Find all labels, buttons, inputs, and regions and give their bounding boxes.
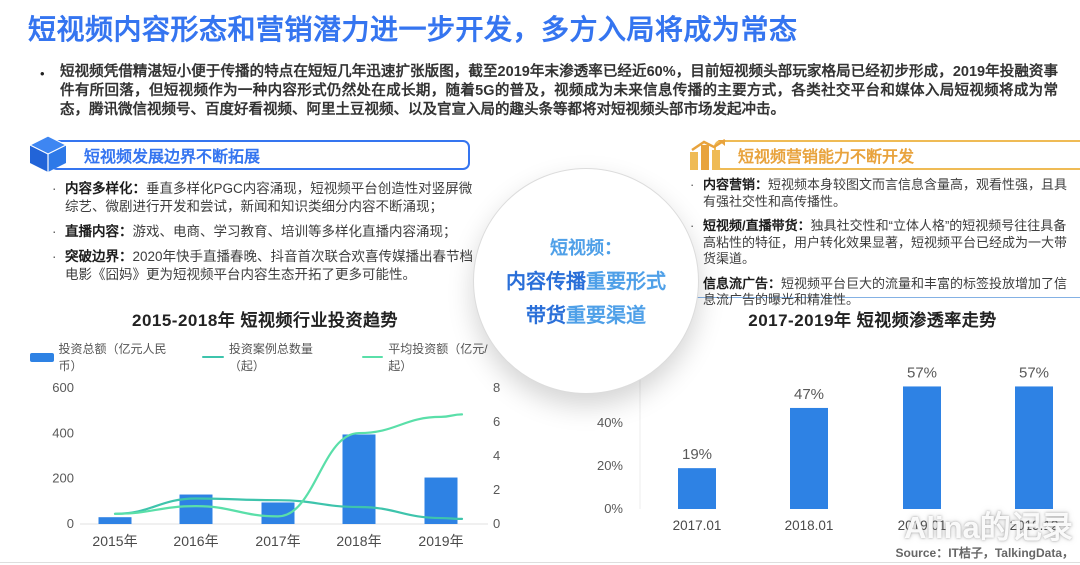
list-item: · 内容多样化：垂直多样化PGC内容涌现，短视频平台创造性对竖屏微综艺、微剧进行开… bbox=[52, 180, 484, 216]
center-callout-circle: 短视频： 内容传播重要形式 带货重要渠道 bbox=[473, 168, 699, 394]
left-axis-tick: 0 bbox=[67, 516, 74, 531]
bar-2018年 bbox=[342, 434, 376, 524]
callout-line3-bold: 带货 bbox=[526, 305, 566, 327]
wechat-icon bbox=[850, 499, 902, 549]
investment-trend-plot: 600 400 200 0 8 6 4 2 0 2015年 2016年 2017年 2018年 2019年 bbox=[52, 380, 500, 549]
right-axis-tick: 2 bbox=[493, 482, 500, 497]
bullet-dot: · bbox=[690, 218, 695, 233]
watermark-text: Alina的记录 bbox=[904, 509, 1073, 545]
item-text: 2020年快手直播春晚、抖音首次联合欢喜传媒播出春节档电影《囧妈》更为短视频平台… bbox=[65, 249, 474, 282]
right-axis-tick: 0 bbox=[493, 516, 500, 531]
y-axis-tick: 0% bbox=[604, 501, 623, 516]
callout-line2-bold: 内容传播 bbox=[506, 271, 586, 293]
x-axis-label: 2015年 bbox=[92, 533, 137, 549]
intro-bullet: • bbox=[40, 66, 45, 81]
left-axis-tick: 600 bbox=[52, 380, 74, 395]
list-item: · 内容营销：短视频本身较图文而言信息含量高，观看性强，且具有强社交性和高传播性。 bbox=[690, 177, 1078, 210]
bullet-dot: · bbox=[690, 177, 695, 192]
bar-2017年 bbox=[261, 502, 295, 524]
bar-2018.01 bbox=[790, 407, 828, 509]
bar-2017.01 bbox=[678, 468, 716, 509]
section-box-development: 短视频发展边界不断拓展 bbox=[50, 140, 470, 170]
item-text: 短视频本身较图文而言信息含量高，观看性强，且具有强社交性和高传播性。 bbox=[703, 177, 1068, 209]
legend-item: 投资总额（亿元人民币） bbox=[30, 340, 178, 374]
item-text: 垂直多样化PGC内容涌现，短视频平台创造性对竖屏微综艺、微剧进行开发和尝试，新闻… bbox=[65, 181, 473, 214]
callout-line3: 带货重要渠道 bbox=[526, 299, 646, 328]
item-label: 内容营销： bbox=[703, 177, 769, 192]
x-axis-label: 2018年 bbox=[336, 533, 381, 549]
item-label: 突破边界： bbox=[65, 249, 133, 264]
legend-label: 平均投资额（亿元/起） bbox=[388, 342, 488, 373]
source-note: Source：IT桔子，TalkingData， bbox=[895, 546, 1074, 560]
item-text: 短视频平台巨大的流量和丰富的标签投放增加了信息流广告的曝光和精准性。 bbox=[703, 275, 1068, 308]
bar-2015年 bbox=[98, 517, 132, 524]
line-series-1 bbox=[113, 497, 464, 520]
list-item: · 短视频/直播带货：独具社交性和“立体人格”的短视频号往往具备高粘性的特征，用户… bbox=[690, 218, 1078, 268]
item-label: 内容多样化： bbox=[65, 181, 146, 196]
right-axis-tick: 4 bbox=[493, 448, 500, 463]
legend-item: 投资案例总数量（起） bbox=[202, 340, 337, 374]
x-axis-label: 2016年 bbox=[173, 533, 218, 549]
page-bottom-divider bbox=[0, 562, 1080, 563]
item-text: 游戏、电商、学习教育、培训等多样化直播内容涌现； bbox=[132, 224, 457, 239]
bar-2019.01 bbox=[903, 386, 941, 509]
intro-paragraph: 短视频凭借精湛短小便于传播的特点在短短几年迅速扩张版图，截至2019年末渗透率已… bbox=[60, 64, 1058, 118]
bullet-dot: · bbox=[52, 224, 57, 239]
bullet-dot: · bbox=[52, 181, 57, 196]
chart-title: 2017-2019年 短视频渗透率走势 bbox=[748, 311, 997, 330]
section-header-marketing: 短视频营销能力不断开发 bbox=[738, 149, 915, 166]
y-axis-tick: 40% bbox=[597, 415, 623, 430]
investment-trend-chart: 2015-2018年 短视频行业投资趋势 投资总额（亿元人民币） 投资案例总数量（… bbox=[30, 306, 500, 561]
legend-bar-swatch bbox=[30, 352, 54, 362]
legend-line-swatch bbox=[361, 355, 384, 359]
section-divider bbox=[660, 297, 1080, 298]
bar-2019.12 bbox=[1015, 386, 1053, 509]
right-axis-tick: 6 bbox=[493, 414, 500, 429]
bar-value-label: 57% bbox=[1019, 364, 1049, 381]
x-axis-label: 2019.12 bbox=[1010, 518, 1059, 533]
callout-line3-rest: 重要渠道 bbox=[566, 305, 646, 327]
chart-title: 2015-2018年 短视频行业投资趋势 bbox=[131, 311, 399, 330]
item-label: 短视频/直播带货： bbox=[703, 218, 811, 233]
callout-line2: 内容传播重要形式 bbox=[506, 265, 666, 294]
marketing-bullet-list: · 内容营销：短视频本身较图文而言信息含量高，观看性强，且具有强社交性和高传播性。… bbox=[690, 177, 1078, 317]
callout-line1: 短视频： bbox=[550, 238, 622, 258]
y-axis-tick: 20% bbox=[597, 458, 623, 473]
cube-icon bbox=[26, 134, 70, 179]
x-axis-label: 2019年 bbox=[418, 533, 463, 549]
bar-value-label: 19% bbox=[682, 446, 712, 463]
legend-line-swatch bbox=[202, 355, 224, 359]
left-axis-tick: 200 bbox=[52, 471, 74, 486]
bullet-dot: · bbox=[52, 249, 57, 264]
page-title: 短视频内容形态和营销潜力进一步开发，多方入局将成为常态 bbox=[28, 14, 798, 45]
list-item: · 直播内容：游戏、电商、学习教育、培训等多样化直播内容涌现； bbox=[52, 223, 484, 241]
bar-value-label: 47% bbox=[794, 386, 824, 403]
left-axis-tick: 400 bbox=[52, 425, 74, 440]
section-header-development: 短视频发展边界不断拓展 bbox=[84, 149, 261, 166]
development-bullet-list: · 内容多样化：垂直多样化PGC内容涌现，短视频平台创造性对竖屏微综艺、微剧进行开… bbox=[52, 180, 484, 291]
line-series-2 bbox=[113, 413, 464, 518]
list-item: · 突破边界：2020年快手直播春晚、抖音首次联合欢喜传媒播出春节档电影《囧妈》更… bbox=[52, 248, 484, 284]
legend-item: 平均投资额（亿元/起） bbox=[361, 340, 500, 374]
right-axis-tick: 8 bbox=[493, 380, 500, 395]
list-item: ·信息流广告：短视频平台巨大的流量和丰富的标签投放增加了信息流广告的曝光和精准性… bbox=[690, 276, 1078, 309]
chart-legend: 投资总额（亿元人民币） 投资案例总数量（起） 平均投资额（亿元/起） bbox=[30, 340, 500, 374]
section-box-marketing: 短视频营销能力不断开发 bbox=[714, 140, 1080, 170]
watermark: Alina的记录 bbox=[850, 499, 1073, 549]
item-label: 信息流广告： bbox=[703, 275, 782, 291]
bar-2019年 bbox=[424, 477, 458, 524]
x-axis-label: 2018.01 bbox=[785, 518, 834, 533]
item-label: 直播内容： bbox=[65, 224, 133, 239]
legend-label: 投资总额（亿元人民币） bbox=[58, 342, 167, 373]
x-axis-label: 2019.01 bbox=[898, 518, 947, 533]
bar-chart-icon bbox=[688, 138, 728, 175]
x-axis-label: 2017年 bbox=[255, 533, 300, 549]
callout-line2-rest: 重要形式 bbox=[586, 271, 666, 293]
bar-value-label: 57% bbox=[907, 364, 937, 381]
item-text: 独具社交性和“立体人格”的短视频号往往具备高粘性的特征，用户转化效果显著，短视频… bbox=[703, 218, 1068, 266]
legend-label: 投资案例总数量（起） bbox=[228, 342, 313, 373]
x-axis-label: 2017.01 bbox=[673, 518, 722, 533]
